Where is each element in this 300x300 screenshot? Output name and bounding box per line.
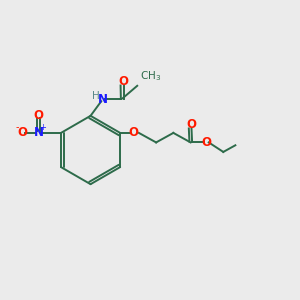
Text: -: - (15, 123, 19, 133)
Text: O: O (201, 136, 211, 149)
Text: O: O (17, 125, 27, 139)
Text: O: O (34, 109, 44, 122)
Text: N: N (34, 125, 44, 139)
Text: O: O (118, 75, 128, 88)
Text: CH$_3$: CH$_3$ (140, 69, 162, 83)
Text: +: + (39, 123, 46, 132)
Text: O: O (186, 118, 196, 131)
Text: O: O (128, 126, 139, 140)
Text: N: N (98, 93, 107, 106)
Text: H: H (92, 91, 100, 101)
